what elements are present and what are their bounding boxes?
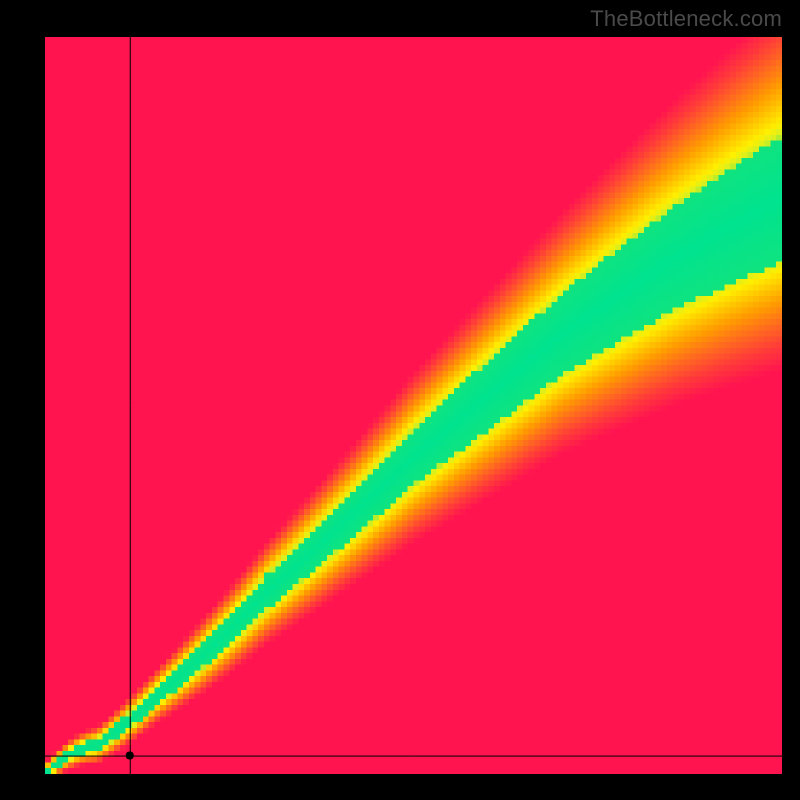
chart-container: { "watermark": { "text": "TheBottleneck.… (0, 0, 800, 800)
watermark-text: TheBottleneck.com (590, 6, 782, 32)
crosshair-overlay (45, 37, 782, 774)
